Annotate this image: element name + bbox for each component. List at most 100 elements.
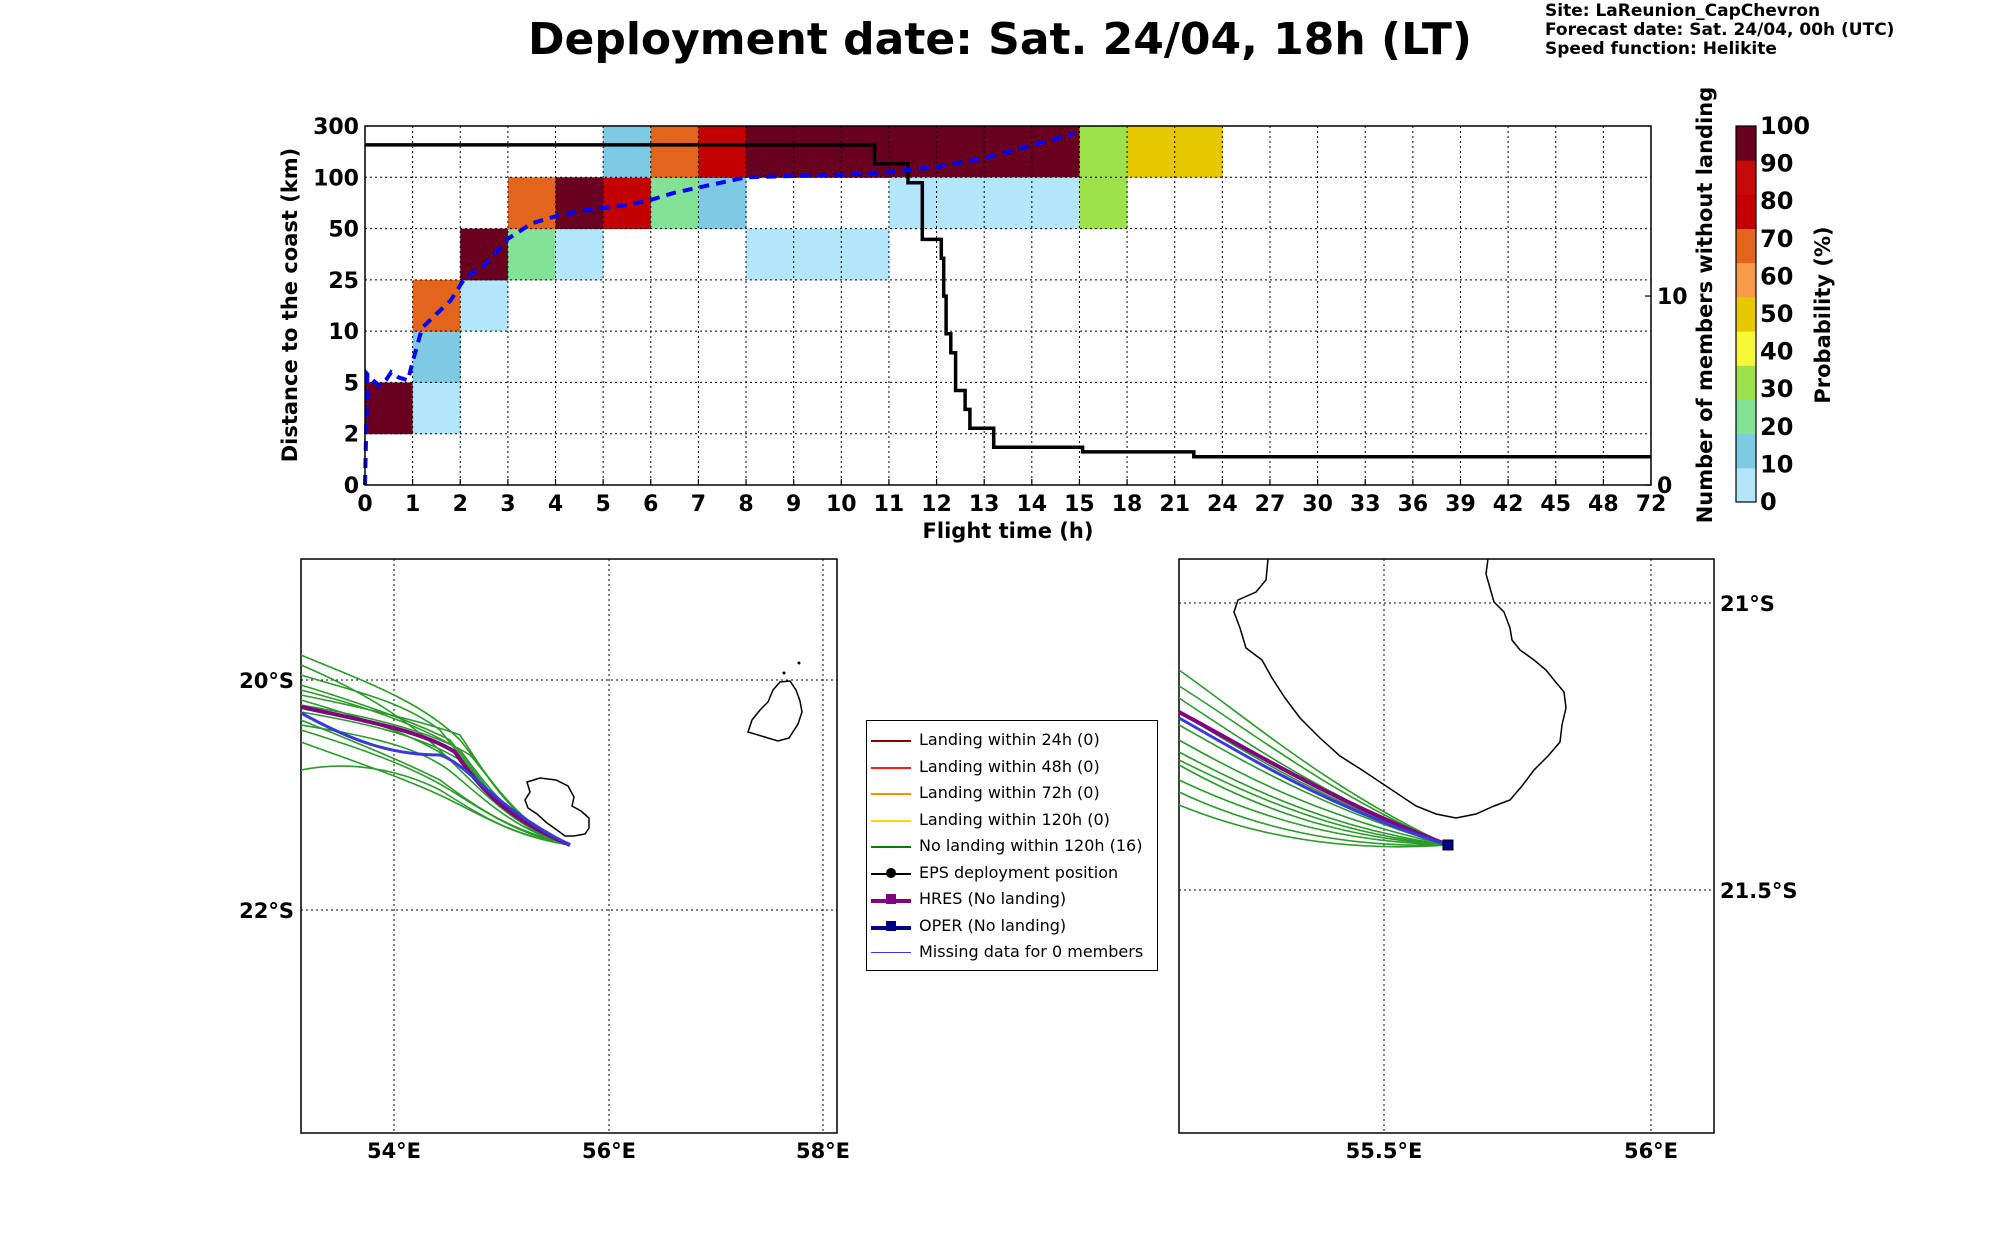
site-label: Site: LaReunion_CapChevron (1545, 1, 1821, 21)
y-tick-label: 300 (313, 115, 359, 140)
y-axis-label: Distance to the coast (km) (278, 148, 302, 463)
colorbar-frame (1735, 125, 1757, 503)
legend-swatch (871, 846, 911, 848)
probability-cell (746, 126, 795, 178)
x-tick-label: 21 (1159, 492, 1190, 517)
legend-circle-marker (886, 867, 896, 878)
probability-cell (1127, 126, 1176, 178)
reunion-island-outline (524, 777, 590, 837)
y-tick-label: 25 (328, 269, 359, 294)
colorbar-segment (1736, 194, 1756, 230)
heatmap-frame (364, 125, 1652, 486)
y-tick-label: 100 (313, 166, 359, 191)
colorbar-label: Probability (%) (1811, 226, 1835, 403)
legend-swatch (871, 952, 911, 953)
x-tick-label: 42 (1493, 492, 1524, 517)
legend-swatch (871, 740, 911, 742)
hres-trajectory (300, 705, 571, 847)
colorbar-segment (1736, 365, 1756, 400)
probability-cell (698, 126, 747, 178)
probability-cell (1079, 126, 1128, 178)
probability-cell (412, 279, 461, 332)
left-map-ticks: 54°E 56°E 58°E 20°S 22°S (239, 669, 850, 1163)
legend-swatch (871, 793, 911, 795)
left-map-x-tick: 58°E (796, 1139, 850, 1163)
probability-cell (507, 228, 557, 281)
y-tick-label: 0 (344, 474, 359, 499)
y-tick-label: 50 (328, 218, 359, 243)
probability-cell (793, 126, 842, 178)
legend-swatch (871, 819, 911, 822)
probability-cell (460, 279, 509, 332)
legend-item: Landing within 24h (0) (867, 727, 1157, 754)
colorbar: 0 10 20 30 40 50 60 70 80 90 100 (1735, 112, 1810, 516)
x-tick-label: 6 (643, 492, 658, 517)
probability-cell (603, 177, 652, 230)
probability-cells (365, 126, 1223, 435)
colorbar-tick-label: 20 (1760, 413, 1793, 441)
x-tick-label: 3 (500, 492, 515, 517)
mean-distance-line (363, 131, 1076, 486)
probability-cell (650, 126, 699, 178)
x-tick-label: 39 (1445, 492, 1476, 517)
x-tick-label: 24 (1207, 492, 1238, 517)
x-tick-label: 33 (1350, 492, 1381, 517)
site-info: Site: LaReunion_CapChevron Forecast date… (1545, 2, 1894, 59)
legend-square-marker (886, 920, 896, 931)
right-map-x-tick: 56°E (1624, 1139, 1678, 1163)
probability-cell (746, 228, 795, 281)
colorbar-tick-label: 30 (1760, 375, 1793, 403)
x-tick-label: 48 (1588, 492, 1619, 517)
legend-item: No landing within 120h (16) (867, 833, 1157, 860)
x-tick-label: 15 (1064, 492, 1095, 517)
probability-cell (936, 126, 985, 178)
speed-function-label: Speed function: Helikite (1545, 39, 1777, 59)
deployment-marker (1442, 839, 1454, 851)
left-map-grid (301, 559, 837, 1133)
x-tick-label: 5 (595, 492, 610, 517)
oper-trajectory (300, 711, 571, 847)
probability-cell (555, 228, 604, 281)
legend-label: HRES (No landing) (919, 889, 1067, 908)
legend-label: EPS deployment position (919, 862, 1119, 882)
legend-label: Missing data for 0 members (919, 942, 1144, 961)
x-tick-label: 9 (786, 492, 801, 517)
x-tick-label: 4 (548, 492, 563, 517)
x-tick-label: 45 (1540, 492, 1571, 517)
colorbar-tick-label: 0 (1760, 488, 1777, 516)
colorbar-tick-label: 60 (1760, 262, 1793, 290)
islet-dot (797, 661, 801, 665)
left-map-frame (300, 558, 838, 1134)
colorbar-segment (1736, 262, 1756, 298)
reunion-island-coastline (1233, 558, 1567, 819)
x-tick-label: 8 (738, 492, 753, 517)
colorbar-segment (1736, 399, 1756, 435)
x-tick-label: 18 (1112, 492, 1143, 517)
legend-label: Landing within 72h (0) (919, 783, 1100, 802)
legend-label: No landing within 120h (16) (919, 836, 1143, 855)
x-tick-label: 1 (405, 492, 420, 517)
right-map-y-tick: 21.5°S (1720, 879, 1797, 903)
legend-item: Landing within 48h (0) (867, 754, 1157, 781)
x-tick-label: 30 (1302, 492, 1333, 517)
x-tick-label: 0 (357, 492, 372, 517)
legend-item: EPS deployment position (867, 860, 1157, 887)
x-tick-label: 2 (453, 492, 468, 517)
colorbar-tick-label: 90 (1760, 150, 1793, 178)
probability-cell (650, 177, 699, 230)
y2-axis-ticks: 0 10 (1645, 285, 1688, 499)
probability-cell (984, 177, 1033, 230)
y-tick-label: 2 (344, 423, 359, 448)
probability-cell (793, 228, 842, 281)
probability-cell (365, 382, 414, 435)
members-without-landing-line (365, 143, 1651, 459)
heatmap-grid (365, 126, 1651, 485)
x-tick-label: 27 (1255, 492, 1286, 517)
probability-cell (841, 126, 890, 178)
colorbar-tick-label: 40 (1760, 338, 1793, 366)
legend-label: OPER (No landing) (919, 915, 1067, 935)
y2-tick-label: 10 (1657, 285, 1688, 310)
probability-cell (603, 126, 652, 178)
probability-cell (888, 177, 938, 230)
colorbar-tick-label: 80 (1760, 187, 1793, 215)
